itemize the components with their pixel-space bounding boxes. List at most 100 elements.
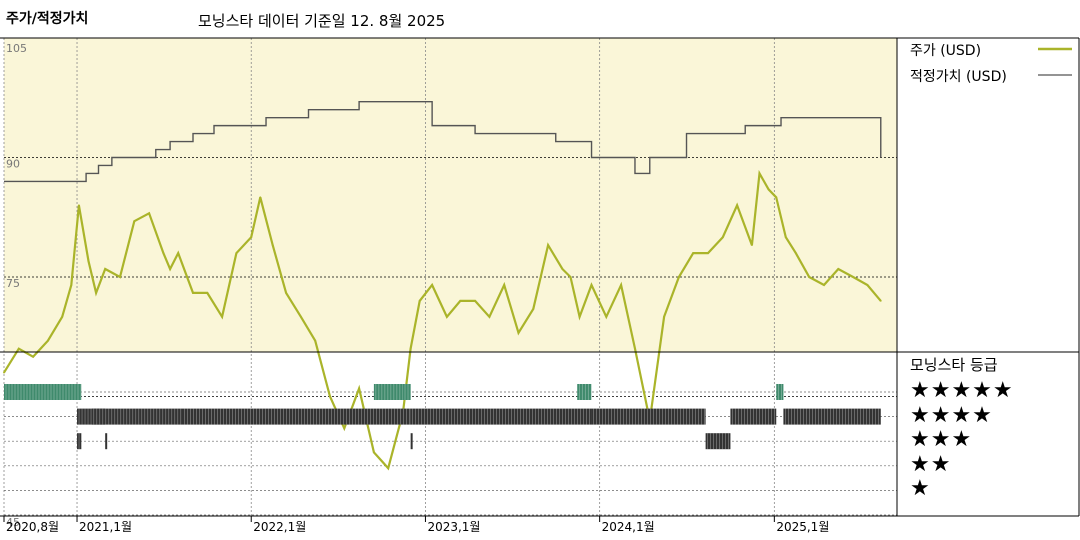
legend-price-label: 주가 (USD): [910, 43, 982, 59]
fair-value-series-line: [4, 101, 882, 183]
price-point: [32, 355, 35, 358]
rating-segment-5-stars: [577, 384, 592, 400]
price-point: [620, 284, 623, 286]
price-point: [775, 196, 778, 199]
x-tick-label: 2022,1월: [253, 520, 306, 534]
y-tick-label: 75: [6, 277, 20, 290]
x-tick-label: 2024,1월: [602, 520, 655, 534]
price-point: [634, 347, 636, 350]
price-point: [299, 315, 302, 318]
data-date-subtitle: 모닝스타 데이터 기준일 12. 8월 2025: [198, 12, 446, 30]
price-point: [169, 268, 171, 270]
price-point: [78, 204, 80, 207]
price-point: [133, 220, 136, 223]
price-point: [794, 252, 797, 255]
rating-segment-4-stars: [410, 408, 592, 425]
price-plot-area: [4, 38, 897, 352]
price-point: [532, 307, 535, 310]
price-point: [372, 451, 375, 454]
rating-segment-4-stars: [783, 408, 881, 425]
price-point: [387, 467, 390, 470]
price-point: [866, 284, 869, 286]
price-point: [677, 276, 680, 278]
price-point: [488, 315, 491, 318]
price-point: [879, 300, 882, 302]
price-point: [590, 284, 593, 286]
price-point: [751, 244, 753, 247]
price-point: [104, 268, 107, 270]
price-point: [192, 292, 194, 294]
legend-fair-value-label: 적정가치 (USD): [910, 69, 1007, 85]
price-point: [852, 276, 854, 278]
rating-segment-5-stars: [776, 384, 784, 400]
rating-segment-4-stars: [182, 408, 411, 425]
rating-row-label: ★★★: [910, 427, 973, 453]
price-point: [177, 252, 180, 255]
price-point: [474, 300, 476, 302]
price-point: [459, 300, 462, 302]
rating-segment-3-stars: [105, 433, 108, 450]
chart-title: 주가/적정가치: [6, 11, 89, 27]
price-point: [221, 315, 224, 318]
price-point: [707, 252, 709, 255]
x-tick-label: 2025,1월: [776, 520, 829, 534]
x-tick-label: 2020,8월: [6, 520, 59, 534]
price-point: [418, 300, 421, 302]
price-point: [547, 244, 550, 247]
y-tick-label: 45: [6, 516, 20, 529]
price-point: [343, 427, 346, 430]
x-tick-label: 2021,1월: [79, 520, 132, 534]
price-point: [119, 276, 121, 278]
price-point: [808, 276, 811, 278]
price-point: [235, 252, 238, 255]
price-point: [823, 284, 825, 286]
rating-row-label: ★★★★★: [910, 378, 1014, 403]
rating-segment-4-stars: [591, 408, 706, 425]
price-point: [569, 276, 572, 278]
price-point: [87, 260, 90, 262]
price-point: [95, 292, 98, 294]
price-point: [47, 339, 49, 342]
rating-segment-5-stars: [373, 384, 404, 400]
rating-segment-3-stars: [410, 433, 413, 450]
price-point: [259, 196, 262, 199]
x-tick-label: 2023,1월: [427, 520, 480, 534]
y-tick-label: 90: [6, 158, 20, 171]
price-point: [358, 387, 360, 390]
price-point: [314, 339, 317, 342]
rating-row-label: ★★★★: [910, 402, 993, 428]
price-point: [271, 244, 274, 247]
price-point: [17, 347, 20, 350]
price-point: [409, 347, 412, 350]
price-point: [692, 252, 695, 255]
price-point: [148, 212, 150, 215]
y-tick-label: 105: [6, 42, 27, 55]
price-point: [736, 204, 739, 207]
price-point: [329, 395, 331, 398]
price-point: [721, 236, 724, 239]
price-point: [503, 284, 506, 286]
price-point: [758, 172, 761, 175]
price-point: [605, 315, 608, 318]
price-point: [767, 188, 770, 191]
price-point: [517, 331, 520, 334]
price-point: [206, 292, 209, 294]
price-point: [663, 315, 665, 318]
price-point: [431, 284, 434, 286]
price-point: [61, 315, 64, 318]
price-point: [784, 236, 787, 239]
price-point: [250, 236, 253, 239]
rating-title: 모닝스타 등급: [910, 356, 998, 374]
rating-row-label: ★: [910, 476, 931, 502]
price-point: [3, 371, 5, 374]
price-point: [285, 292, 287, 294]
rating-segment-3-stars: [705, 433, 731, 450]
price-point: [837, 268, 840, 270]
price-point: [561, 268, 564, 270]
price-point: [162, 252, 165, 255]
rating-row-label: ★★: [910, 451, 952, 477]
price-point: [446, 315, 448, 318]
price-point: [70, 284, 73, 286]
rating-segment-5-stars: [403, 384, 411, 400]
